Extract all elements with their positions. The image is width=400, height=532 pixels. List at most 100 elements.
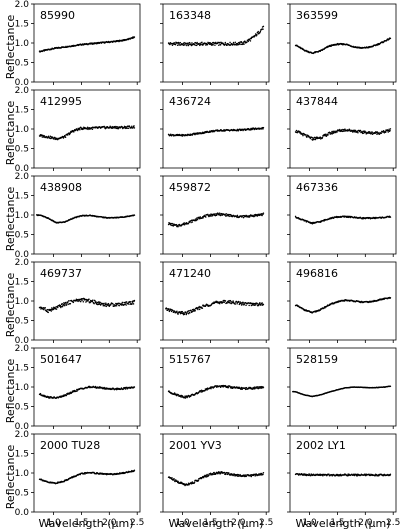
data-point — [115, 304, 118, 307]
data-point — [170, 224, 172, 227]
data-point — [262, 473, 264, 476]
data-point — [245, 304, 247, 306]
data-point — [57, 306, 59, 309]
data-point — [171, 44, 174, 47]
data-point — [260, 472, 263, 475]
data-point — [115, 125, 117, 128]
data-point — [383, 132, 386, 134]
data-point — [311, 139, 314, 141]
data-point — [226, 44, 228, 47]
data-point — [205, 216, 207, 218]
data-point — [226, 473, 229, 476]
data-point — [97, 301, 99, 304]
data-point — [262, 212, 265, 214]
spectrum-points — [38, 385, 136, 400]
data-point — [234, 41, 237, 44]
data-point — [255, 303, 257, 306]
spectrum-panel: 471240 — [160, 261, 270, 343]
data-point — [232, 300, 234, 302]
data-point — [69, 302, 72, 305]
y-tick-label: 1.0 — [15, 469, 30, 479]
data-point — [198, 308, 201, 311]
y-tick-label: 0.5 — [15, 59, 29, 69]
y-tick-label: 0.0 — [15, 508, 30, 518]
x-axis-label: Wavelength (μm) — [38, 517, 133, 530]
data-point — [99, 301, 101, 304]
spectrum-panel: 467336 — [287, 175, 397, 257]
data-point — [47, 395, 49, 398]
data-point — [133, 299, 136, 302]
y-tick-label: 2.0 — [15, 344, 30, 354]
data-point — [46, 308, 49, 311]
y-tick-label: 1.5 — [15, 192, 29, 202]
data-point — [389, 128, 392, 130]
data-point — [184, 397, 187, 399]
x-tick-label: 1.5 — [74, 518, 88, 528]
data-point — [237, 473, 240, 476]
y-axis-label: Reflectance — [4, 359, 17, 424]
data-point — [322, 474, 324, 477]
data-point — [188, 43, 190, 46]
data-point — [218, 44, 220, 46]
y-axis-label: Reflectance — [4, 187, 17, 252]
spectrum-panel: 515767 — [160, 347, 270, 429]
data-point — [121, 301, 124, 304]
data-point — [389, 473, 392, 476]
data-point — [218, 302, 221, 305]
data-point — [389, 216, 392, 218]
data-point — [64, 136, 67, 138]
data-point — [128, 125, 131, 128]
data-point — [204, 214, 206, 217]
data-point — [219, 44, 222, 46]
y-tick-label: 1.5 — [15, 364, 29, 374]
data-point — [50, 307, 53, 309]
panel-label: 2000 TU28 — [40, 439, 100, 452]
data-point — [217, 472, 219, 475]
data-point — [214, 213, 216, 215]
data-point — [371, 131, 373, 133]
y-tick-label: 0.0 — [15, 250, 30, 260]
data-point — [72, 301, 75, 304]
data-point — [125, 301, 128, 303]
data-point — [199, 216, 201, 218]
data-point — [240, 302, 242, 304]
data-point — [236, 303, 238, 305]
data-point — [191, 481, 194, 483]
data-point — [232, 41, 235, 44]
data-point — [261, 214, 263, 217]
y-tick-label: 2.0 — [15, 430, 30, 440]
data-point — [359, 129, 362, 132]
panel-label: 515767 — [169, 353, 211, 366]
data-point — [113, 125, 116, 128]
spectrum-points — [38, 36, 136, 53]
data-point — [184, 44, 186, 46]
data-point — [262, 386, 265, 388]
data-point — [86, 126, 89, 128]
data-point — [224, 300, 227, 302]
spectrum-points — [38, 125, 136, 141]
data-point — [60, 305, 62, 308]
spectrum-points — [167, 384, 265, 399]
data-point — [190, 43, 192, 45]
data-point — [105, 305, 108, 308]
data-point — [185, 312, 188, 315]
y-tick-label: 0.0 — [15, 78, 30, 88]
data-point — [191, 42, 193, 44]
y-tick-label: 1.5 — [15, 278, 29, 288]
data-point — [223, 301, 225, 304]
data-point — [125, 386, 128, 389]
data-point — [262, 471, 265, 474]
data-point — [262, 303, 265, 306]
data-point — [194, 309, 196, 312]
data-point — [222, 299, 225, 302]
data-point — [364, 131, 367, 134]
data-point — [125, 127, 127, 130]
data-point — [218, 41, 221, 44]
data-point — [247, 40, 250, 43]
x-tick-label: 2.0 — [358, 518, 373, 528]
spectrum-panel: 436724 — [160, 89, 270, 171]
spectrum-panel: 0.0 0.5 1.0 1.5 2.0 412995 — [15, 86, 141, 174]
data-point — [67, 303, 69, 306]
data-point — [126, 127, 128, 129]
data-point — [212, 43, 214, 46]
